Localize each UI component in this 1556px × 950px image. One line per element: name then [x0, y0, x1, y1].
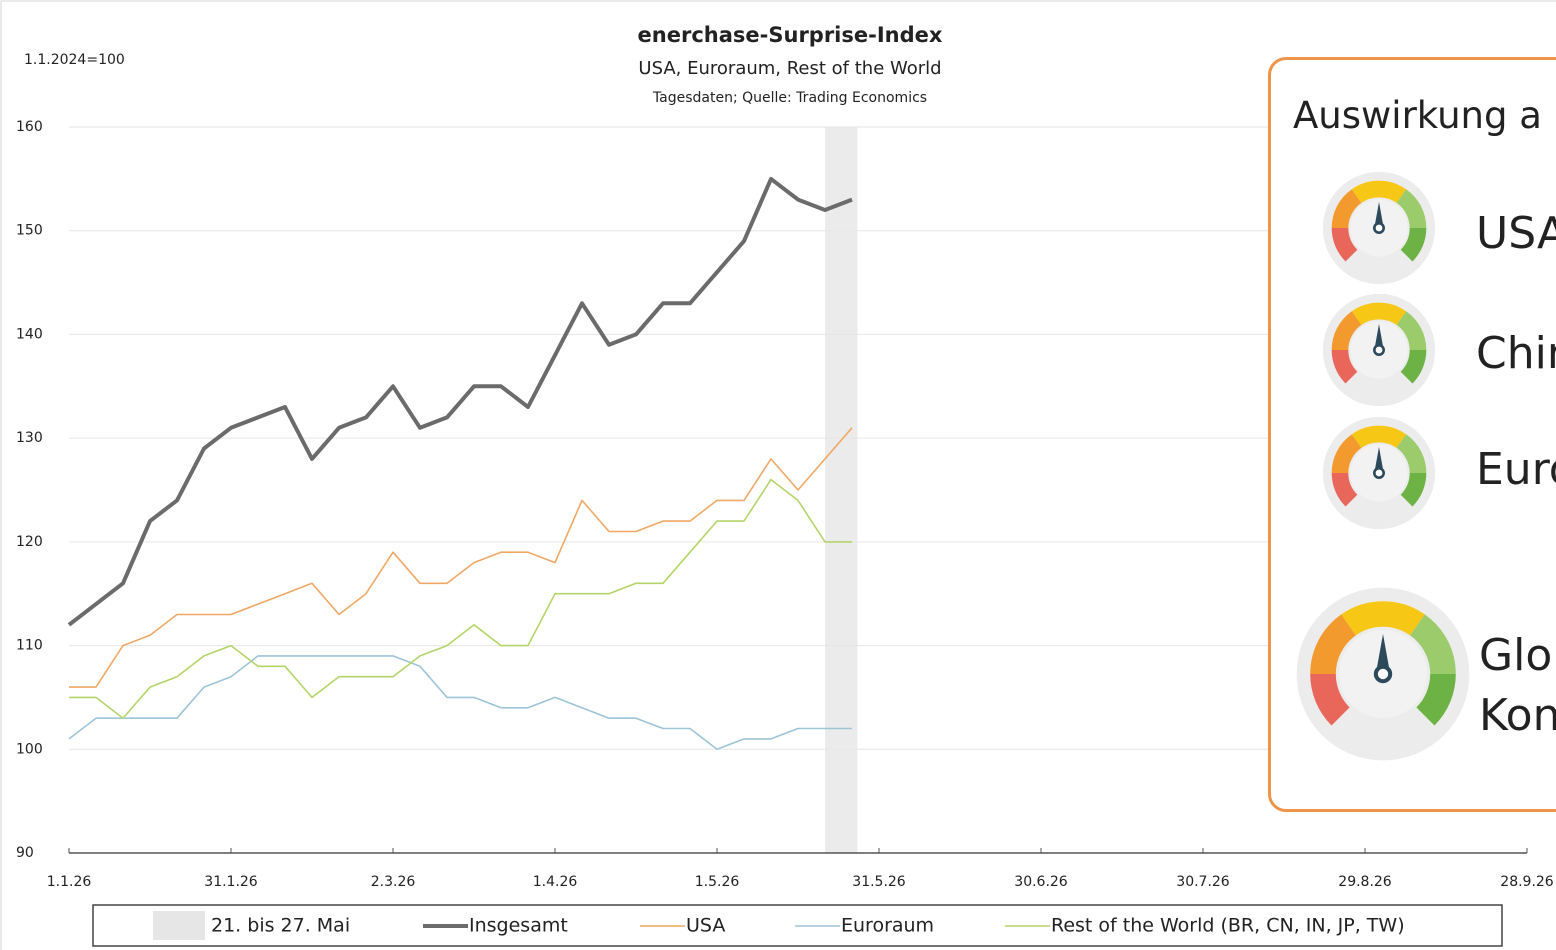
- x-tick-label: 30.7.26: [1176, 874, 1230, 890]
- gauge-segment: [1400, 349, 1427, 384]
- gauge-needle: [1374, 447, 1384, 473]
- chart-note: Tagesdaten; Quelle: Trading Economics: [652, 90, 927, 106]
- gauge-segment: [1331, 311, 1362, 351]
- gauge-segment: [1310, 673, 1351, 726]
- panel-item: Euro: [1476, 444, 1556, 495]
- gauge-segment: [1331, 472, 1358, 507]
- impact-panel: Auswirkung a USA Chin Euro Glo Kon: [1268, 57, 1556, 812]
- legend-label: Insgesamt: [469, 915, 568, 937]
- panel-item: Chin: [1476, 328, 1556, 379]
- x-tick-label: 31.1.26: [204, 874, 258, 890]
- chart-subtitle: USA, Euroraum, Rest of the World: [638, 58, 941, 79]
- panel-item: USA: [1476, 208, 1556, 259]
- gauge-needle: [1374, 202, 1384, 228]
- gauge-segment: [1400, 227, 1427, 262]
- y-axis-label: 1.1.2024=100: [24, 52, 125, 68]
- series-line: [67, 176, 853, 627]
- x-tick-label: 31.5.26: [852, 874, 906, 890]
- panel-global: Glo: [1479, 630, 1553, 681]
- x-tick-label: 28.9.26: [1500, 874, 1554, 890]
- series-line: [68, 655, 852, 751]
- y-tick-label: 110: [16, 638, 43, 654]
- gauge-segment: [1331, 349, 1358, 384]
- gauge-segment: [1400, 472, 1427, 507]
- gauge-segment: [1331, 189, 1362, 229]
- gauge-segment: [1310, 614, 1357, 675]
- y-tick-label: 160: [16, 119, 43, 135]
- y-tick-label: 130: [16, 430, 43, 446]
- x-tick-label: 1.4.26: [533, 874, 578, 890]
- legend-label: 21. bis 27. Mai: [211, 915, 350, 937]
- gauge-segment: [1396, 434, 1427, 474]
- legend-swatch: [153, 911, 205, 940]
- legend-label: Euroraum: [841, 915, 934, 937]
- x-tick-label: 2.3.26: [371, 874, 416, 890]
- y-tick-label: 150: [16, 223, 43, 239]
- y-tick-label: 90: [16, 845, 34, 861]
- gauge-hub: [1373, 467, 1385, 479]
- y-tick-label: 140: [16, 326, 43, 342]
- gauge-segment: [1396, 311, 1427, 351]
- gauges: [1296, 171, 1470, 761]
- legend-label: Rest of the World (BR, CN, IN, JP, TW): [1051, 915, 1405, 937]
- gauge-hub: [1373, 664, 1393, 684]
- panel-global: Kon: [1479, 690, 1556, 741]
- highlight-band: [825, 127, 858, 853]
- gauge-segment: [1351, 425, 1407, 449]
- series-line: [69, 478, 852, 719]
- gauge-segment: [1409, 614, 1456, 675]
- x-tick-label: 1.1.26: [47, 874, 92, 890]
- series-line: [69, 427, 853, 688]
- x-tick-label: 29.8.26: [1338, 874, 1392, 890]
- panel-title: Auswirkung a: [1293, 94, 1542, 137]
- gauge-segment: [1396, 189, 1427, 229]
- gauge-segment: [1351, 180, 1407, 204]
- y-tick-label: 120: [16, 534, 43, 550]
- gauge-segment: [1331, 227, 1358, 262]
- gauge-hub: [1373, 222, 1385, 234]
- x-tick-label: 30.6.26: [1014, 874, 1068, 890]
- gauge-segment: [1341, 601, 1425, 636]
- gauge-needle: [1375, 634, 1391, 674]
- x-tick-label: 1.5.26: [695, 874, 740, 890]
- gauge-hub: [1373, 344, 1385, 356]
- gauge-segment: [1331, 434, 1362, 474]
- y-tick-label: 100: [16, 741, 43, 757]
- gauge-needle: [1374, 324, 1384, 350]
- gauge-segment: [1351, 302, 1407, 326]
- gauge-segment: [1415, 673, 1456, 726]
- legend-label: USA: [686, 915, 725, 937]
- chart-title: enerchase-Surprise-Index: [638, 23, 943, 47]
